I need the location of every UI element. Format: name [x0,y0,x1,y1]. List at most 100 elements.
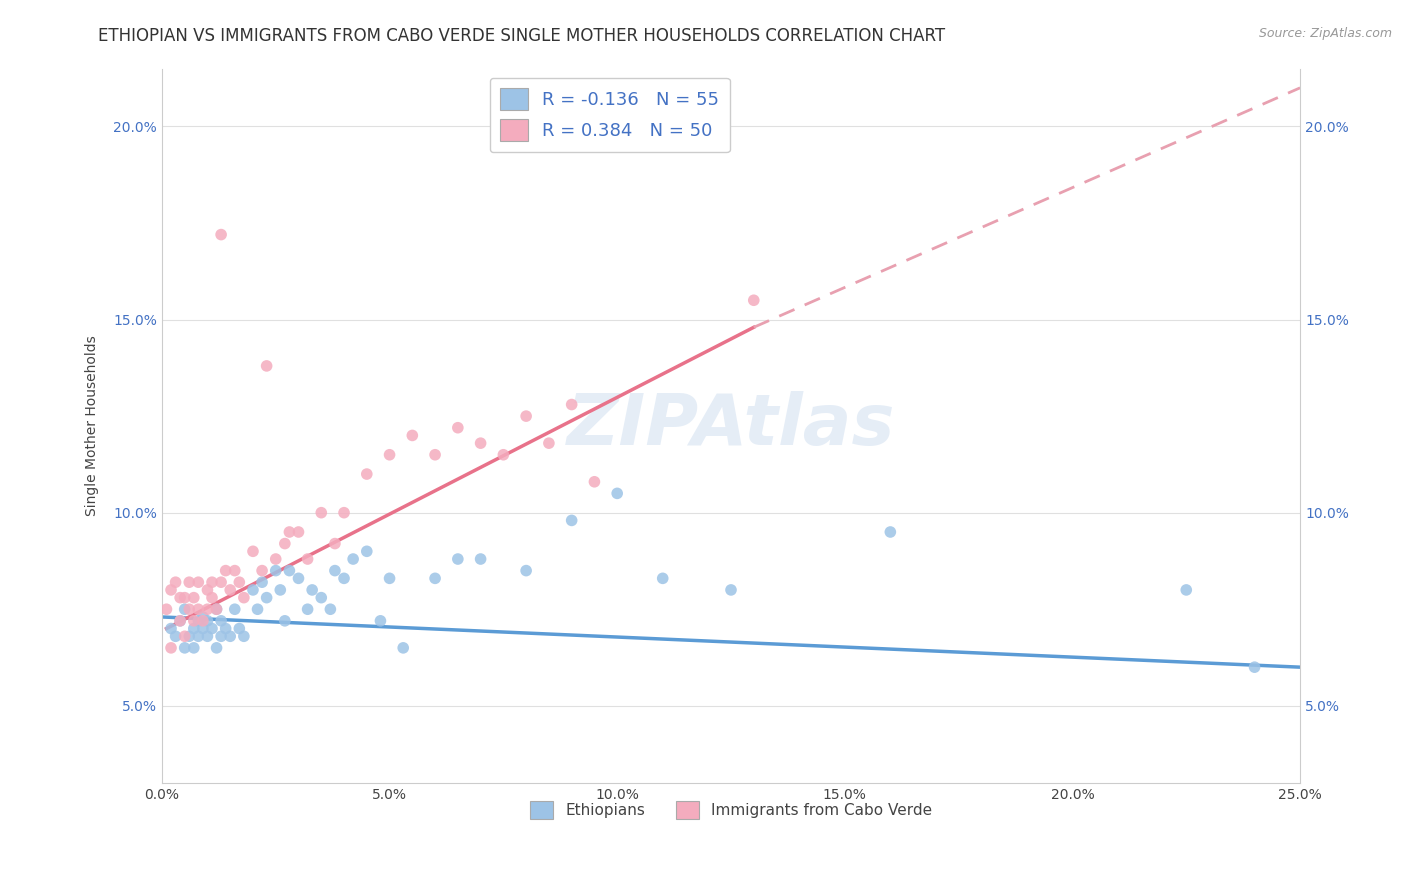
Point [191,614,214,628]
Point [246,602,269,616]
Point [219,629,242,643]
Point [401,428,423,442]
Point [879,524,901,539]
Text: Source: ZipAtlas.com: Source: ZipAtlas.com [1258,27,1392,40]
Point [228,575,250,590]
Point [287,524,309,539]
Point [309,506,332,520]
Point [1243,660,1265,674]
Point [297,602,319,616]
Point [160,582,183,597]
Point [515,409,537,424]
Text: ETHIOPIAN VS IMMIGRANTS FROM CABO VERDE SINGLE MOTHER HOUSEHOLDS CORRELATION CHA: ETHIOPIAN VS IMMIGRANTS FROM CABO VERDE … [98,27,946,45]
Point [160,640,183,655]
Point [173,640,195,655]
Point [515,564,537,578]
Point [201,591,224,605]
Point [187,575,209,590]
Point [201,622,224,636]
Point [169,591,191,605]
Point [173,591,195,605]
Point [278,524,301,539]
Point [228,622,250,636]
Point [155,602,177,616]
Point [287,571,309,585]
Point [191,610,214,624]
Point [165,575,187,590]
Point [264,564,287,578]
Point [214,622,236,636]
Point [219,582,242,597]
Point [183,622,205,636]
Point [378,448,401,462]
Point [179,629,201,643]
Point [274,614,297,628]
Point [606,486,628,500]
Point [187,614,209,628]
Point [173,629,195,643]
Point [183,614,205,628]
Point [232,591,254,605]
Point [187,602,209,616]
Point [232,629,254,643]
Point [447,552,470,566]
Point [297,552,319,566]
Point [492,448,515,462]
Point [470,552,492,566]
Point [187,629,209,643]
Legend: Ethiopians, Immigrants from Cabo Verde: Ethiopians, Immigrants from Cabo Verde [524,795,938,825]
Point [301,582,323,597]
Point [470,436,492,450]
Point [742,293,765,308]
Y-axis label: Single Mother Households: Single Mother Households [86,335,100,516]
Point [323,564,346,578]
Point [169,614,191,628]
Point [183,591,205,605]
Point [370,614,392,628]
Point [319,602,342,616]
Point [256,591,278,605]
Point [561,398,583,412]
Point [356,467,378,481]
Point [651,571,673,585]
Point [209,575,232,590]
Point [423,448,446,462]
Point [224,602,246,616]
Point [165,629,187,643]
Point [209,614,232,628]
Point [423,571,446,585]
Point [250,564,273,578]
Point [274,536,297,550]
Point [583,475,606,489]
Point [242,544,264,558]
Point [173,602,195,616]
Point [205,602,228,616]
Point [269,582,291,597]
Point [537,436,560,450]
Point [447,420,470,434]
Point [179,602,201,616]
Point [561,513,583,527]
Point [264,552,287,566]
Point [179,575,201,590]
Point [205,602,228,616]
Point [392,640,415,655]
Point [183,640,205,655]
Point [323,536,346,550]
Point [191,622,214,636]
Point [356,544,378,558]
Point [214,564,236,578]
Point [209,227,232,242]
Point [197,582,219,597]
Point [333,506,356,520]
Point [209,629,232,643]
Point [197,629,219,643]
Point [160,622,183,636]
Point [278,564,301,578]
Text: ZIPAtlas: ZIPAtlas [567,392,896,460]
Point [197,602,219,616]
Point [242,582,264,597]
Point [169,614,191,628]
Point [309,591,332,605]
Point [205,640,228,655]
